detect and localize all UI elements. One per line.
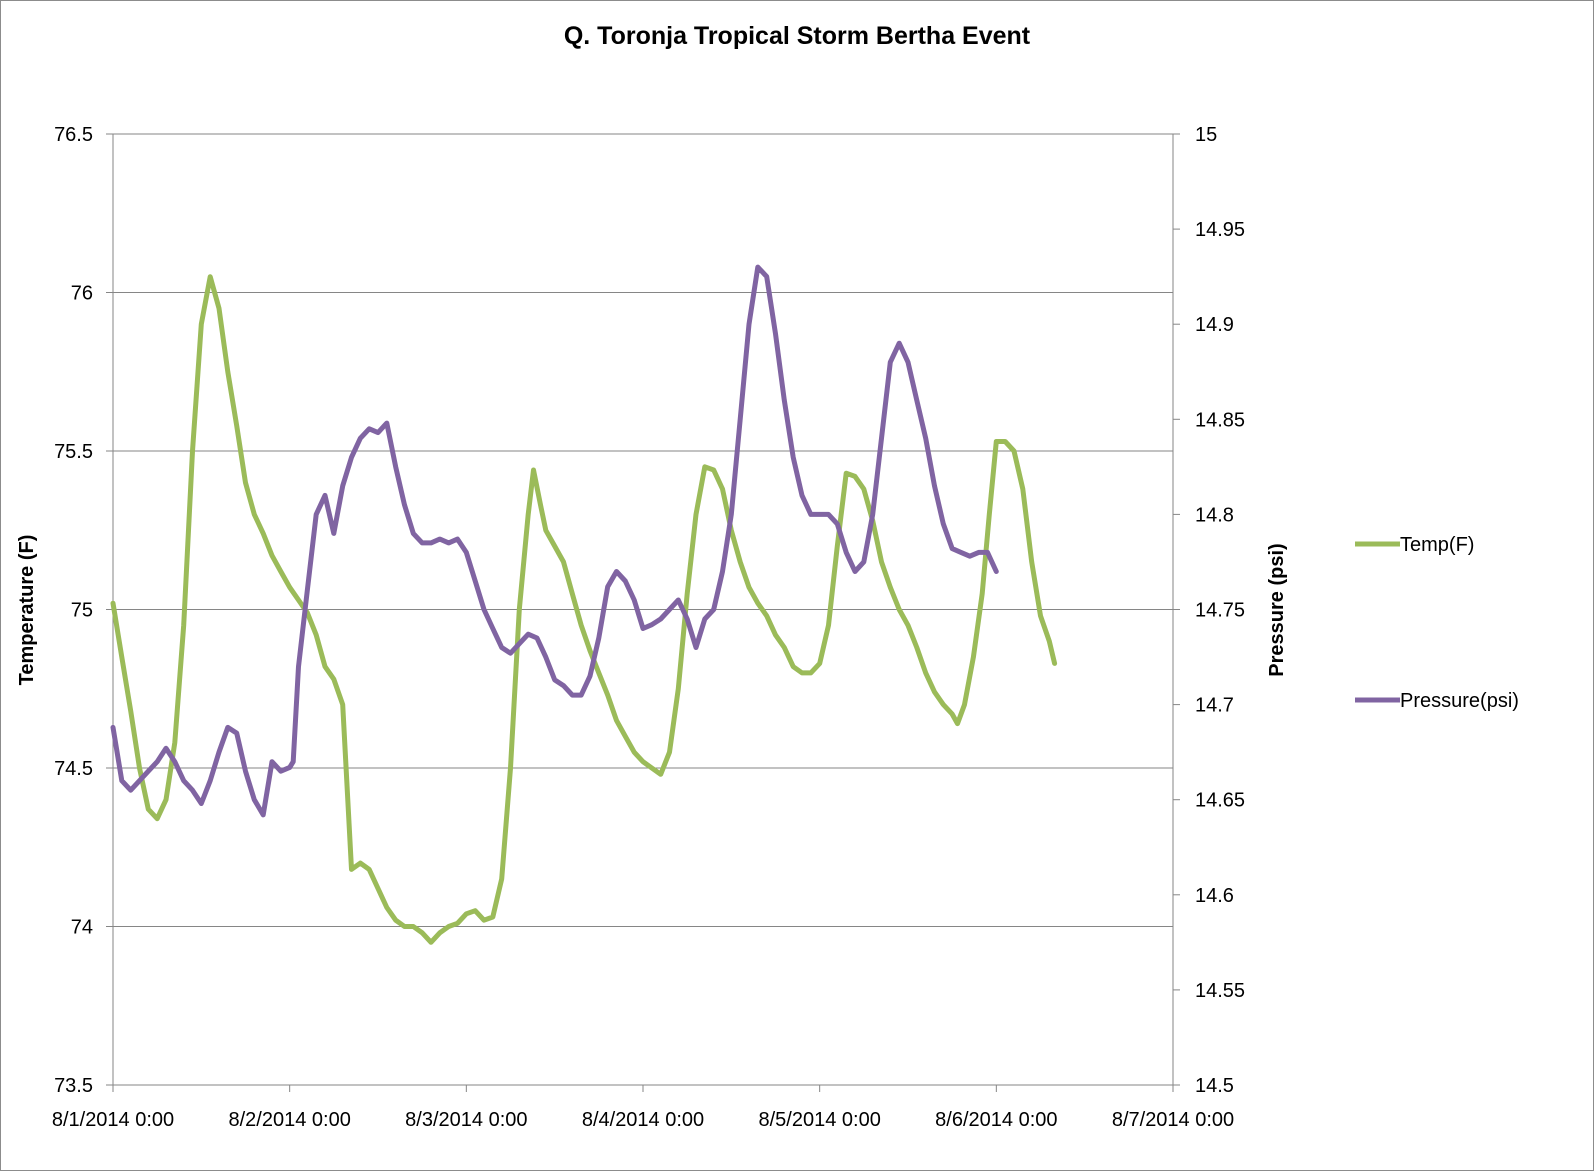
x-axis-ticks: 8/1/2014 0:00 8/2/2014 0:00 8/3/2014 0:00 8…	[52, 1085, 1234, 1131]
right-tick-label: 15	[1195, 124, 1217, 146]
right-tick-label: 14.8	[1195, 504, 1234, 526]
chart-title: Q. Toronja Tropical Storm Bertha Event	[564, 22, 1031, 50]
left-tick-label: 75	[71, 600, 93, 622]
left-tick-label: 74.5	[54, 758, 93, 780]
x-tick-label: 8/5/2014 0:00	[758, 1109, 880, 1131]
series-line-pressure	[110, 264, 999, 818]
right-axis-ticks: 14.5 14.55 14.6 14.65 14.7 14.75 14.8 14.85 14.9…	[1173, 124, 1245, 1097]
y-axis-left-title: Temperature (F)	[16, 535, 38, 686]
legend: Temp(F) Pressure(psi)	[1355, 534, 1519, 712]
right-tick-label: 14.5	[1195, 1075, 1234, 1097]
right-tick-label: 14.75	[1195, 600, 1245, 622]
right-tick-label: 14.6	[1195, 885, 1234, 907]
x-tick-label: 8/7/2014 0:00	[1112, 1109, 1234, 1131]
left-tick-label: 75.5	[54, 441, 93, 463]
series-lines	[110, 264, 1058, 945]
x-tick-label: 8/4/2014 0:00	[582, 1109, 704, 1131]
right-tick-label: 14.85	[1195, 409, 1245, 431]
x-tick-label: 8/2/2014 0:00	[228, 1109, 350, 1131]
legend-label-temp: Temp(F)	[1400, 534, 1474, 556]
left-tick-label: 73.5	[54, 1075, 93, 1097]
left-axis-ticks: 73.5 74 74.5 75 75.5 76 76.5	[54, 124, 113, 1097]
left-tick-label: 76.5	[54, 124, 93, 146]
x-tick-label: 8/1/2014 0:00	[52, 1109, 174, 1131]
right-tick-label: 14.95	[1195, 219, 1245, 241]
left-tick-label: 76	[71, 283, 93, 305]
x-tick-label: 8/6/2014 0:00	[935, 1109, 1057, 1131]
series-line-temp	[110, 274, 1058, 945]
right-tick-label: 14.9	[1195, 314, 1234, 336]
right-tick-label: 14.65	[1195, 790, 1245, 812]
grid-lines	[113, 133, 1173, 1086]
right-tick-label: 14.55	[1195, 980, 1245, 1002]
left-tick-label: 74	[71, 917, 93, 939]
y-axis-right-title: Pressure (psi)	[1266, 543, 1288, 676]
x-tick-label: 8/3/2014 0:00	[405, 1109, 527, 1131]
legend-label-pressure: Pressure(psi)	[1400, 690, 1519, 712]
right-tick-label: 14.7	[1195, 695, 1234, 717]
